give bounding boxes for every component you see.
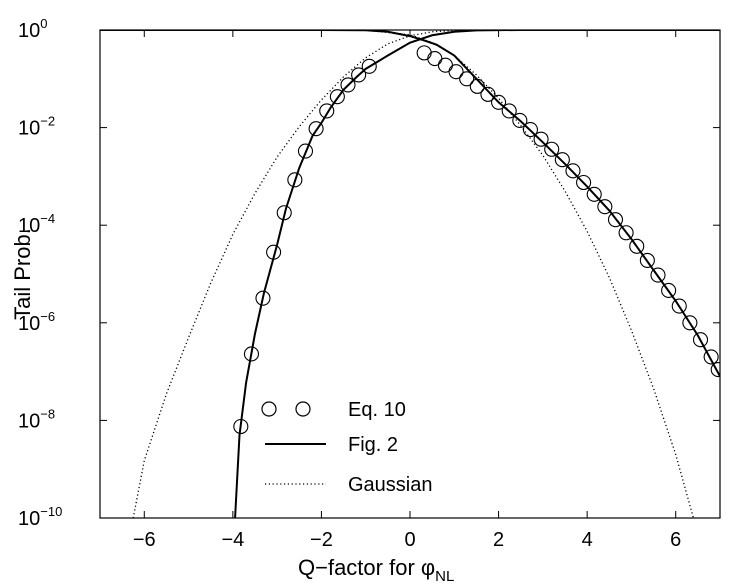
plot-area bbox=[99, 29, 721, 519]
data-point-circle bbox=[297, 143, 314, 159]
data-point-circle bbox=[692, 332, 709, 348]
data-point-circle bbox=[361, 58, 377, 74]
legend-label: Fig. 2 bbox=[348, 434, 398, 456]
data-point-circle bbox=[586, 186, 602, 202]
legend-item-eq10: Eq. 10 bbox=[261, 399, 406, 421]
y-tick-label: 10−10 bbox=[18, 504, 62, 530]
y-tick-label-base: 10 bbox=[18, 215, 40, 237]
legend-item-gaussian: Gaussian bbox=[265, 474, 433, 496]
data-point-circle bbox=[533, 131, 549, 147]
legend-marker-circle bbox=[295, 401, 311, 417]
data-point-circle bbox=[308, 121, 324, 137]
data-point-circle bbox=[287, 172, 303, 188]
y-tick-label-base: 10 bbox=[18, 118, 40, 140]
data-point-circle bbox=[491, 94, 507, 110]
series-line-dotted-1 bbox=[100, 30, 695, 518]
data-point-circle bbox=[351, 67, 367, 83]
legend-label: Gaussian bbox=[348, 474, 433, 496]
data-point-circle bbox=[480, 86, 496, 102]
x-tick-label: 0 bbox=[404, 529, 415, 551]
x-tick-label: 2 bbox=[493, 529, 504, 551]
data-point-circle bbox=[565, 163, 581, 179]
x-axis-title-main: Q−factor for φ bbox=[298, 555, 435, 580]
data-point-circle bbox=[243, 346, 260, 362]
x-axis-title: Q−factor for φNL bbox=[298, 555, 454, 584]
legend-item-fig2: Fig. 2 bbox=[265, 434, 398, 456]
data-point-circle bbox=[576, 174, 592, 191]
data-point-circle bbox=[710, 362, 720, 378]
x-tick-label: 6 bbox=[670, 529, 681, 551]
data-point-circle bbox=[661, 282, 677, 299]
data-point-circle bbox=[597, 199, 613, 215]
y-tick-label: 10−8 bbox=[18, 406, 55, 432]
data-point-circle bbox=[703, 349, 719, 365]
y-tick-label-exponent: 0 bbox=[40, 16, 47, 31]
series-line-solid-2 bbox=[234, 30, 720, 518]
data-point-circle bbox=[671, 298, 687, 314]
legend: Eq. 10 Fig. 2 Gaussian bbox=[261, 399, 433, 496]
data-point-circle bbox=[319, 103, 335, 119]
legend-marker-circle bbox=[261, 401, 277, 417]
y-tick-label-base: 10 bbox=[18, 20, 40, 42]
data-point-circle bbox=[639, 252, 655, 268]
data-point-circle bbox=[682, 315, 698, 331]
data-point-circle bbox=[427, 50, 443, 67]
data-point-circle bbox=[618, 225, 634, 241]
data-point-circle bbox=[329, 89, 345, 105]
data-point-circle bbox=[650, 267, 666, 283]
data-point-circle bbox=[276, 205, 292, 221]
data-point-circle bbox=[544, 141, 560, 157]
y-tick-label-exponent: −8 bbox=[40, 406, 55, 421]
y-tick-label-exponent: −4 bbox=[40, 211, 55, 226]
y-tick-label: 10−2 bbox=[18, 114, 55, 140]
y-tick-label-exponent: −2 bbox=[40, 114, 55, 129]
y-tick-label: 10−4 bbox=[18, 211, 55, 237]
data-point-circle bbox=[512, 112, 528, 129]
series-line-solid-1 bbox=[100, 30, 720, 377]
data-point-circle bbox=[448, 64, 464, 80]
legend-label: Eq. 10 bbox=[348, 399, 406, 421]
y-tick-label-base: 10 bbox=[18, 410, 40, 432]
y-tick-label: 100 bbox=[18, 16, 47, 42]
tick-marks bbox=[100, 29, 720, 519]
y-tick-label-exponent: −10 bbox=[40, 504, 62, 519]
x-tick-label: 4 bbox=[582, 529, 593, 551]
y-tick-label-base: 10 bbox=[18, 508, 40, 530]
data-point-circle bbox=[459, 71, 475, 87]
series-layer bbox=[100, 30, 720, 518]
data-point-circle bbox=[233, 418, 249, 435]
x-tick-label: −2 bbox=[310, 529, 333, 551]
y-tick-label-exponent: −6 bbox=[40, 309, 55, 324]
data-point-circle bbox=[255, 290, 271, 306]
data-point-circle bbox=[340, 77, 356, 93]
x-axis-title-subscript: NL bbox=[435, 568, 454, 584]
data-point-circle bbox=[629, 238, 645, 254]
y-tick-label: 10−6 bbox=[18, 309, 55, 335]
data-point-circle bbox=[607, 212, 624, 228]
data-point-circle bbox=[501, 103, 517, 119]
data-point-circle bbox=[554, 152, 570, 168]
x-tick-label: −4 bbox=[221, 529, 244, 551]
y-tick-label-base: 10 bbox=[18, 313, 40, 335]
y-axis-title: Tail Prob. bbox=[10, 228, 35, 320]
x-tick-label: −6 bbox=[133, 529, 156, 551]
data-point-circle bbox=[522, 122, 539, 138]
data-point-circle bbox=[469, 78, 485, 94]
data-point-circle bbox=[266, 244, 282, 260]
